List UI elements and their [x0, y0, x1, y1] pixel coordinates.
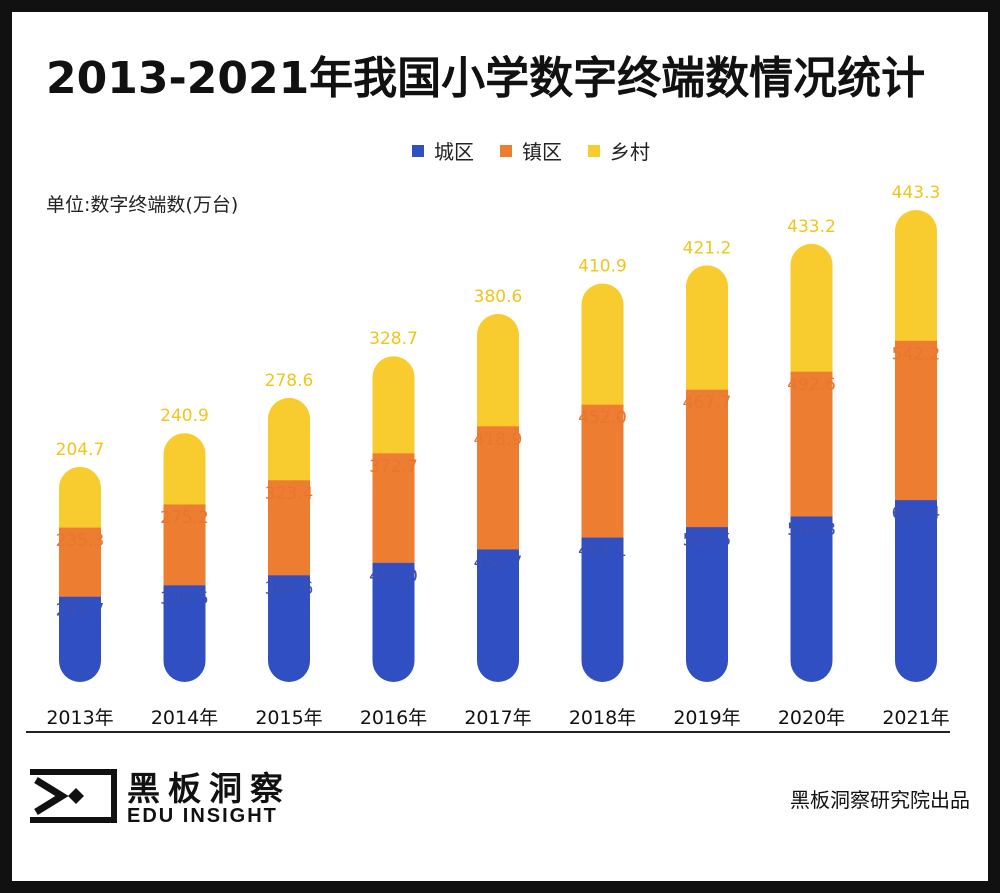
legend-swatch-town [500, 144, 512, 157]
x-tick-label: 2014年 [151, 707, 218, 729]
bar-segment-town [790, 371, 833, 517]
data-label-urban: 564.8 [787, 520, 836, 540]
bar-stack-2017年 [477, 313, 519, 682]
data-label-rural: 204.7 [56, 440, 105, 460]
footer-divider [26, 731, 950, 733]
bar-segment-rural [268, 397, 310, 481]
data-label-urban: 493.1 [578, 541, 627, 561]
data-label-urban: 528.5 [683, 531, 732, 551]
data-label-town: 372.7 [369, 457, 418, 477]
bar-segment-town [686, 389, 728, 528]
data-label-town: 235.3 [56, 531, 105, 551]
brand-name-en: EDU INSIGHT [127, 805, 278, 827]
data-label-urban: 452.7 [474, 553, 523, 573]
chart-title: 2013-2021年我国小学数字终端数情况统计 [46, 53, 926, 104]
bar-segment-town [477, 425, 519, 550]
x-tick-label: 2017年 [464, 707, 531, 729]
bar-segment-rural [372, 356, 415, 454]
bar-segment-rural [477, 313, 519, 427]
x-tick-label: 2021年 [882, 707, 949, 729]
bar-segment-urban [372, 562, 415, 682]
bar-segment-urban [59, 596, 101, 682]
data-label-rural: 380.6 [474, 287, 523, 307]
bar-stack-2013年 [59, 466, 101, 682]
x-tick-label: 2016年 [360, 707, 427, 729]
data-label-urban: 407.0 [369, 566, 418, 586]
bar-segment-rural [686, 265, 728, 390]
bar-stack-2015年 [268, 397, 310, 682]
data-label-town: 452.0 [578, 408, 627, 428]
bar-segment-rural [163, 433, 206, 505]
bar-segment-urban [268, 574, 310, 682]
x-tick-label: 2020年 [778, 707, 845, 729]
data-label-rural: 328.7 [369, 329, 418, 349]
data-label-town: 275.2 [160, 508, 209, 528]
legend-swatch-rural [588, 144, 600, 157]
data-label-rural: 443.3 [892, 183, 941, 203]
data-label-rural: 421.2 [683, 238, 732, 258]
data-label-urban: 330.5 [160, 589, 209, 609]
bar-segment-town [268, 479, 310, 576]
data-label-urban: 364.6 [265, 579, 314, 599]
bar-segment-urban [790, 516, 833, 683]
bar-segment-town [163, 503, 206, 586]
legend-item-town: 镇区 [500, 136, 562, 165]
data-label-urban: 291.7 [56, 600, 105, 620]
bar-segment-rural [59, 466, 101, 528]
bar-segment-town [59, 527, 101, 597]
bar-segment-town [372, 452, 415, 563]
bar-segment-rural [581, 283, 624, 405]
edu-insight-logo-icon [30, 769, 117, 823]
legend: 城区 镇区 乡村 [412, 136, 650, 165]
bar-stack-2019年 [686, 265, 728, 682]
bar-segment-town [895, 340, 937, 501]
legend-label-rural: 乡村 [610, 140, 650, 164]
x-tick-label: 2018年 [569, 707, 636, 729]
bar-segment-urban [686, 526, 728, 682]
bar-segment-urban [477, 548, 519, 682]
bar-stack-2020年 [790, 243, 833, 683]
bar-segment-urban [163, 584, 206, 683]
data-label-rural: 410.9 [578, 256, 627, 276]
data-label-town: 467.7 [683, 393, 732, 413]
data-label-rural: 278.6 [265, 371, 314, 391]
data-label-rural: 240.9 [160, 406, 209, 426]
legend-swatch-urban [412, 144, 424, 157]
legend-label-urban: 城区 [434, 140, 474, 164]
x-tick-label: 2013年 [46, 707, 113, 729]
legend-label-town: 镇区 [522, 140, 562, 164]
bar-stack-2018年 [581, 283, 624, 682]
data-label-town: 492.6 [787, 375, 836, 395]
data-label-town: 418.9 [474, 430, 523, 450]
data-label-rural: 433.2 [787, 217, 836, 237]
bar-stack-2016年 [372, 356, 415, 682]
data-label-town: 542.2 [892, 344, 941, 364]
legend-item-urban: 城区 [412, 136, 474, 165]
x-tick-label: 2019年 [673, 707, 740, 729]
data-label-town: 323.4 [265, 484, 314, 504]
bar-segment-town [581, 404, 624, 538]
bar-segment-rural [790, 243, 833, 372]
unit-label: 单位:数字终端数(万台) [46, 194, 239, 216]
bar-stack-2014年 [163, 433, 206, 683]
bar-segment-urban [895, 499, 937, 682]
bar-stack-2021年 [895, 210, 937, 682]
bar-segment-rural [895, 210, 937, 341]
x-tick-label: 2015年 [255, 707, 322, 729]
legend-item-rural: 乡村 [588, 136, 650, 165]
bar-segment-urban [581, 537, 624, 682]
data-label-urban: 620.4 [892, 504, 941, 524]
brand-name-cn: 黑板洞察 [127, 769, 291, 808]
footer-credit: 黑板洞察研究院出品 [790, 788, 970, 812]
